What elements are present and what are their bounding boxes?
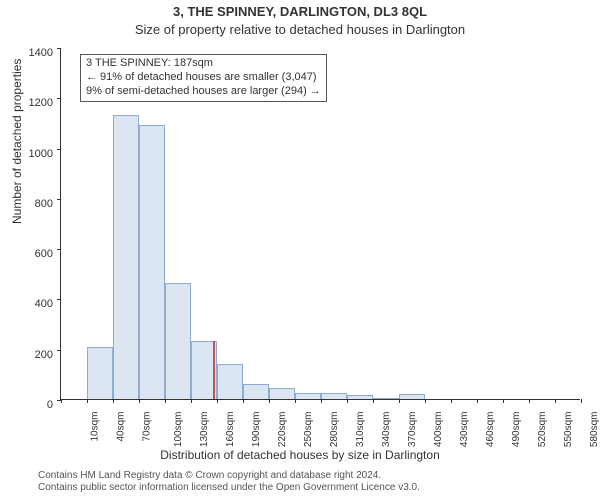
xtick-mark — [61, 399, 62, 403]
footer-line: Contains public sector information licen… — [38, 482, 420, 494]
xtick-mark — [347, 399, 348, 403]
ytick-mark — [57, 299, 61, 300]
ytick-mark — [57, 149, 61, 150]
xtick-mark — [451, 399, 452, 403]
xtick-label: 310sqm — [355, 412, 366, 448]
xtick-label: 70sqm — [142, 412, 153, 442]
xtick-label: 220sqm — [277, 412, 288, 448]
ytick-mark — [57, 249, 61, 250]
xtick-label: 160sqm — [225, 412, 236, 448]
histogram-bar — [347, 395, 373, 399]
histogram-bar — [269, 388, 295, 399]
ytick-label: 200 — [13, 349, 53, 361]
histogram-bar — [87, 347, 113, 399]
xtick-label: 460sqm — [485, 412, 496, 448]
x-axis-label: Distribution of detached houses by size … — [0, 448, 600, 462]
xtick-label: 190sqm — [251, 412, 262, 448]
ytick-label: 400 — [13, 298, 53, 310]
plot-area: 020040060080010001200140010sqm40sqm70sqm… — [60, 48, 580, 400]
xtick-label: 550sqm — [563, 412, 574, 448]
xtick-mark — [425, 399, 426, 403]
annotation-line: 3 THE SPINNEY: 187sqm — [86, 57, 321, 71]
chart-subtitle: Size of property relative to detached ho… — [0, 22, 600, 37]
ytick-mark — [57, 350, 61, 351]
page-title: 3, THE SPINNEY, DARLINGTON, DL3 8QL — [0, 4, 600, 19]
histogram-bar — [113, 115, 139, 399]
annotation-line: ← 91% of detached houses are smaller (3,… — [86, 71, 321, 85]
xtick-mark — [165, 399, 166, 403]
xtick-label: 490sqm — [511, 412, 522, 448]
xtick-label: 130sqm — [199, 412, 210, 448]
histogram-bar — [165, 283, 191, 399]
xtick-mark — [399, 399, 400, 403]
ytick-label: 1000 — [13, 148, 53, 160]
xtick-label: 400sqm — [433, 412, 444, 448]
histogram-bar — [399, 394, 425, 399]
ytick-label: 800 — [13, 198, 53, 210]
ytick-label: 600 — [13, 248, 53, 260]
xtick-mark — [113, 399, 114, 403]
xtick-label: 520sqm — [537, 412, 548, 448]
xtick-mark — [373, 399, 374, 403]
xtick-mark — [321, 399, 322, 403]
xtick-mark — [269, 399, 270, 403]
ytick-mark — [57, 199, 61, 200]
xtick-mark — [477, 399, 478, 403]
ytick-label: 0 — [13, 399, 53, 411]
xtick-mark — [217, 399, 218, 403]
xtick-label: 340sqm — [381, 412, 392, 448]
footer-attribution: Contains HM Land Registry data © Crown c… — [38, 470, 420, 494]
xtick-mark — [581, 399, 582, 403]
xtick-mark — [555, 399, 556, 403]
histogram-bar — [217, 364, 243, 399]
xtick-label: 250sqm — [303, 412, 314, 448]
xtick-label: 370sqm — [407, 412, 418, 448]
xtick-label: 280sqm — [329, 412, 340, 448]
xtick-label: 40sqm — [116, 412, 127, 442]
annotation-box: 3 THE SPINNEY: 187sqm ← 91% of detached … — [80, 54, 327, 102]
ytick-mark — [57, 48, 61, 49]
xtick-label: 100sqm — [173, 412, 184, 448]
xtick-mark — [139, 399, 140, 403]
property-marker — [213, 341, 215, 399]
xtick-mark — [503, 399, 504, 403]
xtick-mark — [295, 399, 296, 403]
footer-line: Contains HM Land Registry data © Crown c… — [38, 470, 420, 482]
xtick-mark — [243, 399, 244, 403]
histogram-bar — [295, 393, 321, 399]
xtick-mark — [191, 399, 192, 403]
xtick-label: 10sqm — [90, 412, 101, 442]
xtick-mark — [529, 399, 530, 403]
histogram-bar — [243, 384, 269, 399]
ytick-mark — [57, 98, 61, 99]
xtick-label: 580sqm — [589, 412, 600, 448]
histogram-bar — [321, 393, 347, 399]
annotation-line: 9% of semi-detached houses are larger (2… — [86, 85, 321, 99]
ytick-label: 1400 — [13, 47, 53, 59]
chart-container: { "titles": { "address": "3, THE SPINNEY… — [0, 0, 600, 500]
ytick-label: 1200 — [13, 97, 53, 109]
xtick-mark — [87, 399, 88, 403]
histogram-bar — [139, 125, 165, 399]
xtick-label: 430sqm — [459, 412, 470, 448]
histogram-bar — [373, 398, 399, 399]
